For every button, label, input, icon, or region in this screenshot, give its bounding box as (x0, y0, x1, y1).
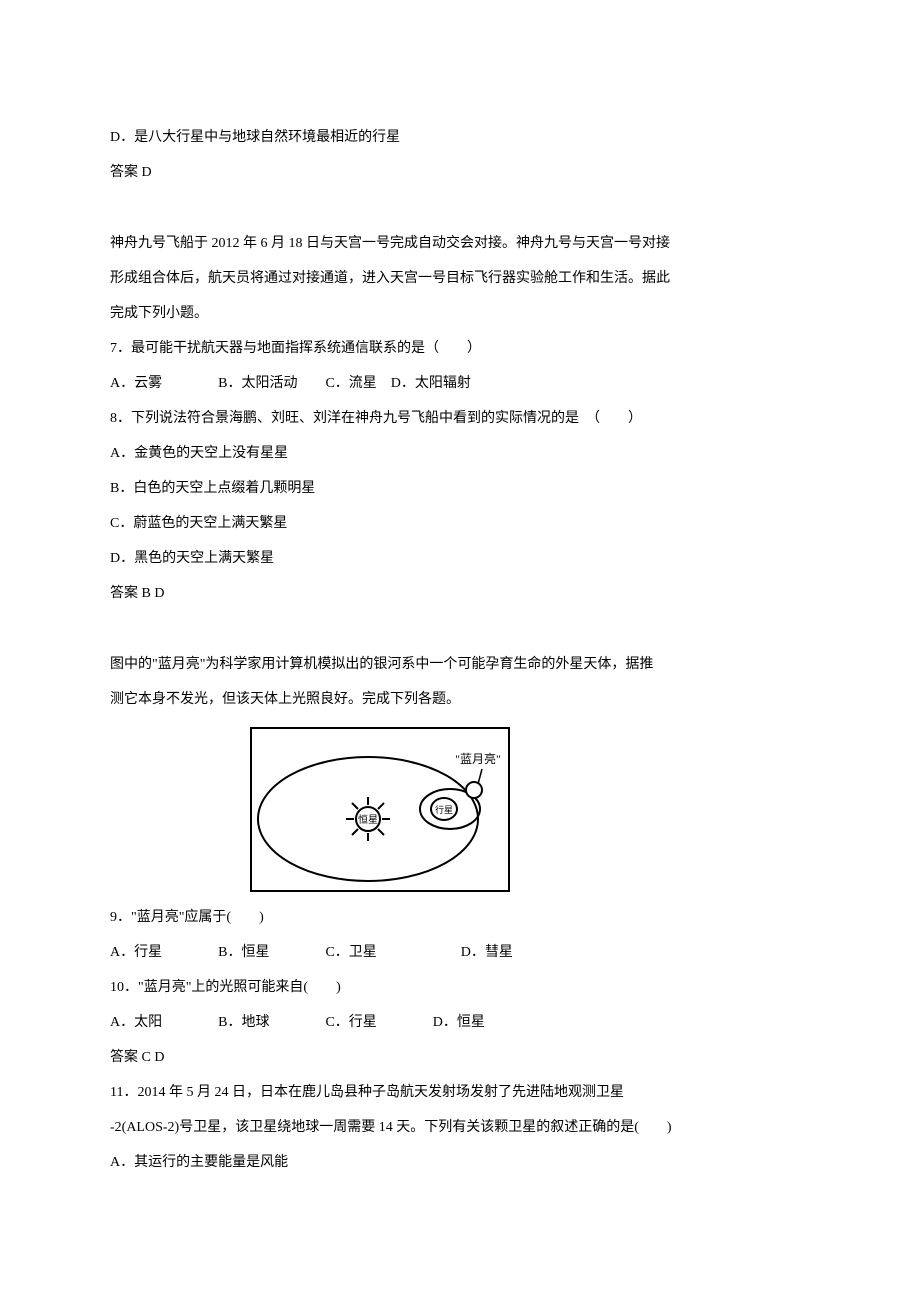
passage2-line2: 测它本身不发光，但该天体上光照良好。完成下列各题。 (110, 682, 810, 717)
q11-line2: -2(ALOS-2)号卫星，该卫星绕地球一周需要 14 天。下列有关该颗卫星的叙… (110, 1110, 810, 1145)
q910-answer: 答案 C D (110, 1040, 810, 1075)
q10-stem: 10．"蓝月亮"上的光照可能来自( ) (110, 970, 810, 1005)
star-label: 恒星 (358, 813, 378, 826)
q8-option-d: D．黑色的天空上满天繁星 (110, 541, 810, 576)
q78-answer: 答案 B D (110, 576, 810, 611)
q6-option-d: D．是八大行星中与地球自然环境最相近的行星 (110, 120, 810, 155)
q8-option-a: A．金黄色的天空上没有星星 (110, 436, 810, 471)
q11-line1: 11．2014 年 5 月 24 日，日本在鹿儿岛县种子岛航天发射场发射了先进陆… (110, 1075, 810, 1110)
q8-stem: 8．下列说法符合景海鹏、刘旺、刘洋在神舟九号飞船中看到的实际情况的是 （ ） (110, 401, 810, 436)
blue-moon-diagram: 恒星 行星 "蓝月亮" (250, 727, 510, 892)
passage1-line2: 形成组合体后，航天员将通过对接通道，进入天宫一号目标飞行器实验舱工作和生活。据此 (110, 261, 810, 296)
q10-options: A．太阳 B．地球 C．行星 D．恒星 (110, 1005, 810, 1040)
q7-stem: 7．最可能干扰航天器与地面指挥系统通信联系的是（ ） (110, 331, 810, 366)
q9-stem: 9．"蓝月亮"应属于( ) (110, 900, 810, 935)
q7-options: A．云雾 B．太阳活动 C．流星 D．太阳辐射 (110, 366, 810, 401)
spacer (110, 190, 810, 226)
passage1-line3: 完成下列小题。 (110, 296, 810, 331)
diagram-container: 恒星 行星 "蓝月亮" (110, 727, 810, 892)
planet-label: 行星 (435, 804, 453, 815)
q9-options: A．行星 B．恒星 C．卫星 D．彗星 (110, 935, 810, 970)
passage2-line1: 图中的"蓝月亮"为科学家用计算机模拟出的银河系中一个可能孕育生命的外星天体，据推 (110, 647, 810, 682)
q6-answer: 答案 D (110, 155, 810, 190)
passage1-line1: 神舟九号飞船于 2012 年 6 月 18 日与天宫一号完成自动交会对接。神舟九… (110, 226, 810, 261)
moon-label: "蓝月亮" (455, 751, 501, 766)
spacer (110, 611, 810, 647)
q8-option-b: B．白色的天空上点缀着几颗明星 (110, 471, 810, 506)
q8-option-c: C．蔚蓝色的天空上满天繁星 (110, 506, 810, 541)
q11-option-a: A．其运行的主要能量是风能 (110, 1145, 810, 1180)
